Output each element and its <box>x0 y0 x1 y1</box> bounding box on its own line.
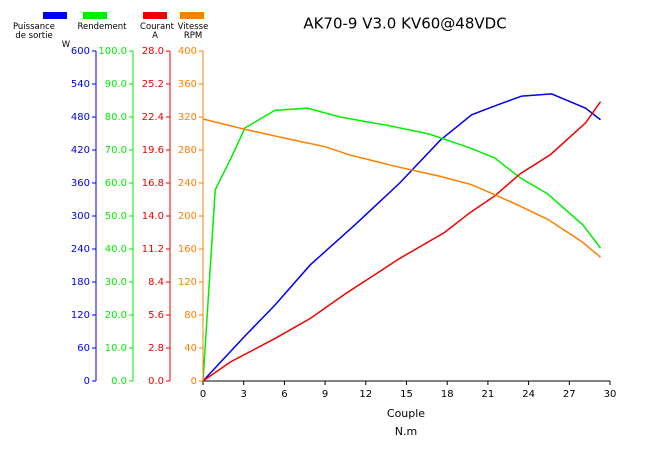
x-tick-label: 30 <box>604 389 617 400</box>
y-tick-label: 0.0 <box>111 376 127 387</box>
y-tick-label: 50.0 <box>105 211 127 222</box>
chart-title: AK70-9 V3.0 KV60@48VDC <box>303 15 506 33</box>
x-tick-label: 21 <box>482 389 495 400</box>
legend-swatch <box>43 12 67 19</box>
series-line <box>202 93 601 382</box>
x-axis-unit: N.m <box>395 425 417 438</box>
x-tick-label: 3 <box>241 389 247 400</box>
legend-swatch <box>143 12 167 19</box>
y-tick-label: 25.2 <box>142 79 164 90</box>
legend-swatch <box>180 12 204 19</box>
y-tick-label: 0 <box>84 376 90 387</box>
y-tick-label: 120 <box>71 310 90 321</box>
y-tick-label: 240 <box>178 178 197 189</box>
legend-unit: W <box>61 40 71 50</box>
x-tick-label: 0 <box>200 389 206 400</box>
y-tick-label: 360 <box>71 178 90 189</box>
y-tick-label: 10.0 <box>105 343 127 354</box>
y-tick-label: 300 <box>71 211 90 222</box>
x-tick-label: 15 <box>400 389 413 400</box>
series-line <box>202 101 602 382</box>
y-tick-label: 360 <box>178 79 197 90</box>
y-tick-label: 180 <box>71 277 90 288</box>
y-tick-label: 22.4 <box>142 112 164 123</box>
y-tick-label: 40.0 <box>105 244 127 255</box>
legend-label: Courant <box>140 22 174 32</box>
y-tick-label: 5.6 <box>148 310 164 321</box>
y-tick-label: 0.0 <box>148 376 164 387</box>
legend-label: Rendement <box>77 22 127 32</box>
y-tick-label: 19.6 <box>142 145 164 156</box>
series-line <box>202 107 602 382</box>
y-tick-label: 60.0 <box>105 178 127 189</box>
y-tick-label: 280 <box>178 145 197 156</box>
y-tick-label: 70.0 <box>105 145 127 156</box>
y-tick-label: 80.0 <box>105 112 127 123</box>
y-tick-label: 200 <box>178 211 197 222</box>
legend-swatch <box>83 12 107 19</box>
legend-label: Vitesse <box>177 22 209 32</box>
y-tick-label: 60 <box>77 343 90 354</box>
y-tick-label: 40 <box>184 343 197 354</box>
y-tick-label: 420 <box>71 145 90 156</box>
x-axis-label: Couple <box>387 407 425 420</box>
y-tick-label: 30.0 <box>105 277 127 288</box>
series-line <box>202 118 601 258</box>
x-tick-label: 24 <box>522 389 535 400</box>
y-tick-label: 100.0 <box>98 46 127 57</box>
x-tick-label: 27 <box>563 389 576 400</box>
y-tick-label: 540 <box>71 79 90 90</box>
y-tick-label: 600 <box>71 46 90 57</box>
x-tick-label: 9 <box>322 389 328 400</box>
y-tick-label: 240 <box>71 244 90 255</box>
y-tick-label: 480 <box>71 112 90 123</box>
y-tick-label: 0 <box>191 376 197 387</box>
x-tick-label: 6 <box>281 389 287 400</box>
x-tick-label: 18 <box>441 389 454 400</box>
legend-unit: RPM <box>183 31 203 41</box>
legend-unit: A <box>152 31 158 41</box>
y-tick-label: 80 <box>184 310 197 321</box>
y-tick-label: 20.0 <box>105 310 127 321</box>
y-tick-label: 90.0 <box>105 79 127 90</box>
y-tick-label: 16.8 <box>142 178 164 189</box>
y-tick-label: 320 <box>178 112 197 123</box>
y-tick-label: 160 <box>178 244 197 255</box>
y-tick-label: 400 <box>178 46 197 57</box>
y-tick-label: 8.4 <box>148 277 164 288</box>
legend-label: Puissance de sortie <box>12 22 56 41</box>
y-tick-label: 28.0 <box>142 46 164 57</box>
x-tick-label: 12 <box>359 389 372 400</box>
y-tick-label: 11.2 <box>142 244 164 255</box>
y-tick-label: 14.0 <box>142 211 164 222</box>
y-tick-label: 120 <box>178 277 197 288</box>
y-tick-label: 2.8 <box>148 343 164 354</box>
